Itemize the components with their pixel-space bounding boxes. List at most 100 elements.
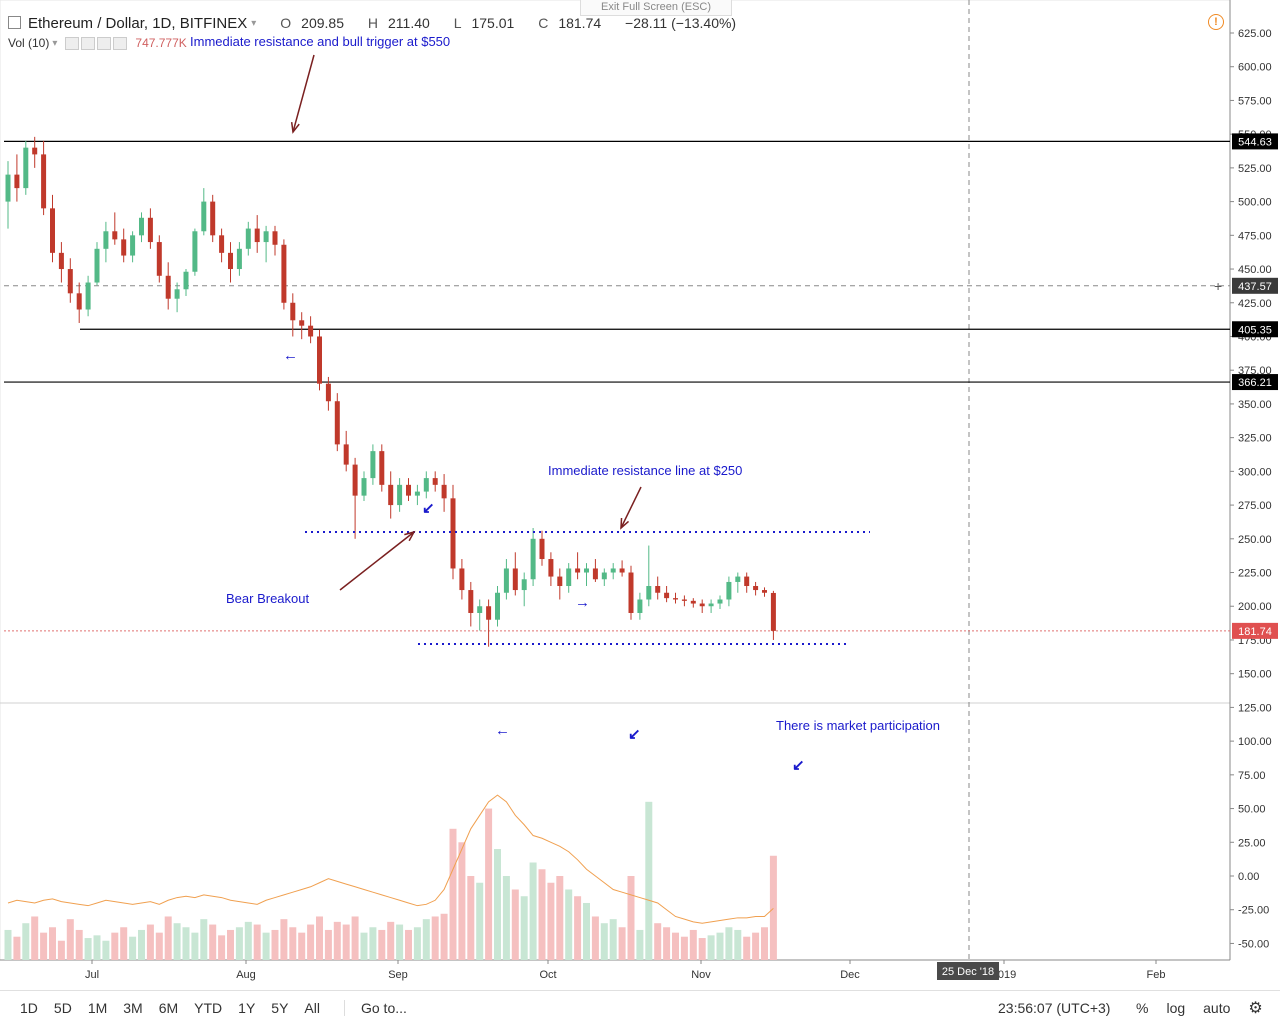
volume-bar	[378, 929, 386, 960]
alert-icon[interactable]: !	[1208, 14, 1224, 30]
candle-body	[450, 498, 456, 569]
annotation-text: Bear Breakout	[226, 591, 309, 606]
candle-body	[174, 289, 180, 299]
candle-body	[183, 271, 189, 290]
blue-arrow-icon: ←	[283, 347, 298, 364]
goto-button[interactable]: Go to...	[343, 1000, 407, 1016]
volume-bar	[476, 882, 484, 960]
volume-bar	[583, 902, 590, 960]
volume-bar	[342, 924, 350, 960]
volume-bar	[396, 924, 404, 960]
volume-bar	[235, 927, 243, 960]
y-tick-label: 275.00	[1238, 500, 1272, 512]
symbol-title[interactable]: Ethereum / Dollar, 1D, BITFINEX	[28, 14, 248, 32]
volume-dropdown-icon[interactable]: ▾	[52, 37, 58, 49]
symbol-dropdown-icon[interactable]: ▾	[251, 17, 257, 29]
y-tick-label: 150.00	[1238, 669, 1272, 681]
candle-body	[539, 538, 545, 560]
volume-bar	[111, 932, 119, 960]
candle-body	[468, 590, 474, 613]
y-tick-label: 325.00	[1238, 433, 1272, 445]
timeframe-5y[interactable]: 5Y	[271, 1000, 289, 1016]
level-label: 366.21	[1238, 377, 1272, 389]
candle-body	[67, 269, 73, 294]
timeframe-1d[interactable]: 1D	[20, 1000, 38, 1016]
y-tick-label: 475.00	[1238, 230, 1272, 242]
candle-body	[334, 401, 340, 445]
candle-body	[575, 568, 581, 573]
blue-arrow-icon: →	[575, 594, 590, 611]
y-tick-label: 250.00	[1238, 534, 1272, 546]
volume-bar	[360, 932, 368, 960]
candle-body	[610, 568, 616, 573]
volume-bar	[574, 896, 582, 960]
volume-bar	[129, 936, 137, 960]
bottom-toolbar: 1D 5D 1M 3M 6M YTD 1Y 5Y All Go to... 23:56:07 (…	[0, 990, 1280, 1025]
volume-bar	[316, 916, 323, 960]
candle-body	[85, 282, 91, 310]
volume-bar	[743, 936, 751, 960]
exit-fullscreen-button[interactable]: Exit Full Screen (ESC)	[580, 0, 732, 16]
volume-bar	[324, 929, 332, 960]
auto-toggle[interactable]: auto	[1203, 1000, 1231, 1016]
settings-icon[interactable]: ⚙	[1248, 1000, 1263, 1017]
candle-body	[156, 242, 162, 276]
annotation-text: There is market participation	[776, 718, 940, 733]
volume-bar	[698, 938, 706, 960]
volume-bar	[244, 921, 252, 960]
timeframe-3m[interactable]: 3M	[123, 1000, 143, 1016]
timeframe-5d[interactable]: 5D	[53, 1000, 72, 1016]
candle-body	[281, 244, 287, 303]
volume-bar	[761, 927, 768, 960]
volume-bar	[120, 927, 128, 960]
candle-body	[388, 484, 394, 506]
candle-body	[459, 568, 465, 591]
volume-bar	[66, 919, 74, 960]
collapse-icon[interactable]	[8, 16, 21, 29]
volume-bar	[511, 889, 519, 960]
annotation-text: Immediate resistance line at $250	[548, 463, 742, 478]
volume-bar	[209, 924, 217, 960]
timeframe-6m[interactable]: 6M	[158, 1000, 179, 1016]
volume-bar	[591, 916, 599, 960]
timeframe-1m[interactable]: 1M	[87, 1000, 108, 1016]
level-label-box	[1232, 277, 1278, 294]
volume-bar	[40, 932, 48, 960]
candle-body	[112, 231, 118, 240]
percent-toggle[interactable]: %	[1136, 1000, 1149, 1016]
candle-body	[423, 478, 429, 492]
level-label: 437.57	[1238, 281, 1272, 293]
volume-bar	[93, 935, 101, 960]
level-label-box	[1232, 133, 1278, 150]
volume-indicator-label[interactable]: Vol (10)	[8, 36, 50, 50]
candle-body	[744, 576, 750, 587]
candle-body	[441, 484, 447, 499]
volume-bar	[146, 924, 154, 960]
timeframe-all[interactable]: All	[304, 1000, 320, 1016]
candle-body	[121, 239, 127, 256]
candle-body	[58, 252, 64, 270]
volume-bar	[280, 919, 288, 960]
candle-body	[201, 201, 207, 232]
candle-body	[690, 600, 696, 604]
candle-body	[14, 174, 20, 189]
candle-body	[503, 568, 509, 593]
log-toggle[interactable]: log	[1166, 1000, 1186, 1016]
crosshair-plus-icon: +	[1214, 278, 1222, 294]
volume-bar	[164, 916, 172, 960]
volume-bar	[689, 929, 697, 960]
candle-body	[495, 592, 500, 620]
indicator-controls[interactable]	[65, 36, 128, 50]
volume-bar	[467, 876, 475, 960]
candle-body	[628, 572, 634, 613]
y-tick-label: 75.00	[1238, 770, 1266, 782]
volume-bar	[663, 927, 671, 960]
timeframe-ytd[interactable]: YTD	[194, 1000, 223, 1016]
timeframe-1y[interactable]: 1Y	[238, 1000, 256, 1016]
volume-bar	[102, 940, 110, 960]
volume-bar	[752, 932, 760, 960]
candle-body	[637, 599, 643, 613]
volume-bar	[654, 923, 662, 960]
candle-body	[486, 606, 492, 620]
